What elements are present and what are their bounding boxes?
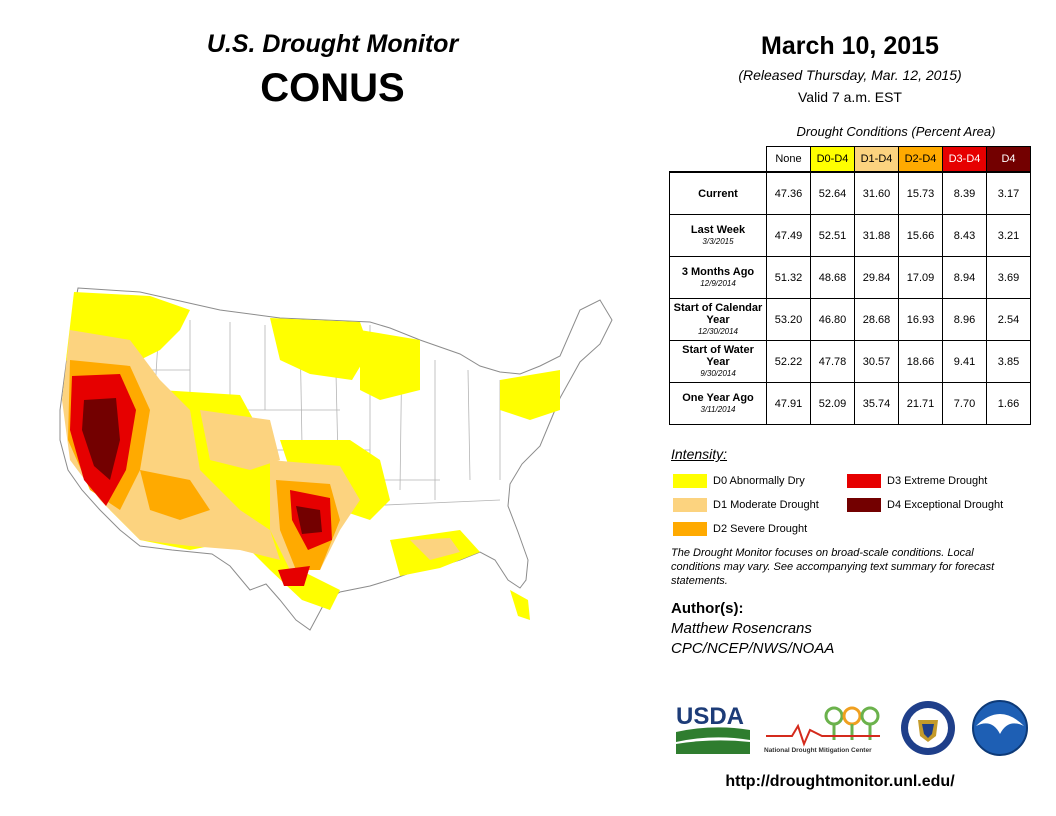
table-cell: 8.96 bbox=[942, 298, 987, 341]
product-title: U.S. Drought Monitor bbox=[206, 30, 459, 58]
table-cell: 48.68 bbox=[810, 256, 855, 299]
commerce-seal-icon bbox=[901, 701, 955, 755]
table-cell: 28.68 bbox=[854, 298, 899, 341]
row-label-text: Start of Water Year bbox=[682, 343, 754, 368]
col-header-d3-d4: D3-D4 bbox=[942, 146, 987, 173]
legend-label-d2: D2 Severe Drought bbox=[713, 523, 808, 535]
disclaimer-note: The Drought Monitor focuses on broad-sca… bbox=[671, 547, 995, 587]
table-cell: 47.49 bbox=[766, 214, 811, 257]
legend-label-d4: D4 Exceptional Drought bbox=[887, 499, 1004, 511]
table-row: Start of Calendar Year 12/30/2014 53.20 46.… bbox=[669, 298, 1031, 341]
row-label: 3 Months Ago 12/9/2014 bbox=[669, 256, 767, 299]
table-cell: 21.71 bbox=[898, 382, 943, 425]
table-cell: 52.64 bbox=[810, 171, 855, 215]
table-cell: 47.78 bbox=[810, 340, 855, 383]
legend-swatch-d4 bbox=[847, 498, 881, 512]
table-corner bbox=[670, 147, 767, 173]
row-label: Start of Calendar Year 12/30/2014 bbox=[669, 298, 767, 341]
table-cell: 29.84 bbox=[854, 256, 899, 299]
row-label-text: Start of Calendar Year bbox=[673, 301, 763, 326]
row-label: One Year Ago 3/11/2014 bbox=[669, 382, 767, 425]
table-cell: 30.57 bbox=[854, 340, 899, 383]
legend-swatch-d2 bbox=[673, 522, 707, 536]
table-cell: 3.21 bbox=[986, 214, 1031, 257]
table-cell: 16.93 bbox=[898, 298, 943, 341]
row-label-text: 3 Months Ago bbox=[681, 265, 755, 278]
usda-logo: USDA bbox=[676, 703, 750, 754]
table-cell: 1.66 bbox=[986, 382, 1031, 425]
region-title: CONUS bbox=[260, 66, 405, 110]
legend-swatch-d3 bbox=[847, 474, 881, 488]
table-cell: 46.80 bbox=[810, 298, 855, 341]
table-row: Last Week 3/3/2015 47.49 52.51 31.88 15.66 8.4… bbox=[669, 214, 1031, 257]
col-header-d1-d4: D1-D4 bbox=[854, 146, 899, 173]
usda-logo-text: USDA bbox=[676, 703, 744, 730]
conus-drought-map bbox=[59, 287, 613, 631]
table-header-row: None D0-D4 D1-D4 D2-D4 D3-D4 D4 bbox=[670, 146, 1031, 173]
table-cell: 47.91 bbox=[766, 382, 811, 425]
table-cell: 8.94 bbox=[942, 256, 987, 299]
row-label-date: 3/11/2014 bbox=[700, 404, 736, 414]
row-label-text: One Year Ago bbox=[682, 391, 754, 404]
table-cell: 53.20 bbox=[766, 298, 811, 341]
row-label-date: 12/9/2014 bbox=[700, 278, 736, 288]
table-cell: 15.66 bbox=[898, 214, 943, 257]
row-label: Current bbox=[669, 171, 767, 215]
table-cell: 17.09 bbox=[898, 256, 943, 299]
legend-label-d1: D1 Moderate Drought bbox=[713, 499, 819, 511]
table-cell: 31.60 bbox=[854, 171, 899, 215]
legend-title: Intensity: bbox=[671, 446, 728, 462]
release-date: (Released Thursday, Mar. 12, 2015) bbox=[738, 67, 962, 83]
table-cell: 7.70 bbox=[942, 382, 987, 425]
table-caption: Drought Conditions (Percent Area) bbox=[796, 124, 996, 139]
table-cell: 3.69 bbox=[986, 256, 1031, 299]
table-cell: 3.85 bbox=[986, 340, 1031, 383]
author-heading: Author(s): bbox=[671, 600, 744, 617]
row-label-text: Current bbox=[698, 187, 738, 200]
table-cell: 2.54 bbox=[986, 298, 1031, 341]
website-url[interactable]: http://droughtmonitor.unl.edu/ bbox=[725, 773, 955, 790]
ndmc-logo-text: National Drought Mitigation Center bbox=[764, 747, 872, 754]
legend-label-d3: D3 Extreme Drought bbox=[887, 475, 988, 487]
author-name: Matthew Rosencrans bbox=[671, 620, 812, 637]
table-cell: 9.41 bbox=[942, 340, 987, 383]
drought-stats-table: None D0-D4 D1-D4 D2-D4 D3-D4 D4 Current 4… bbox=[669, 146, 1031, 425]
table-cell: 18.66 bbox=[898, 340, 943, 383]
table-cell: 52.09 bbox=[810, 382, 855, 425]
row-label: Start of Water Year 9/30/2014 bbox=[669, 340, 767, 383]
table-cell: 8.39 bbox=[942, 171, 987, 215]
col-header-none: None bbox=[766, 146, 811, 173]
table-cell: 52.51 bbox=[810, 214, 855, 257]
ndmc-logo: National Drought Mitigation Center bbox=[764, 706, 880, 754]
table-cell: 15.73 bbox=[898, 171, 943, 215]
table-cell: 51.32 bbox=[766, 256, 811, 299]
legend-swatch-d0 bbox=[673, 474, 707, 488]
table-cell: 31.88 bbox=[854, 214, 899, 257]
col-header-d2-d4: D2-D4 bbox=[898, 146, 943, 173]
table-cell: 35.74 bbox=[854, 382, 899, 425]
d4-regions bbox=[82, 398, 322, 534]
col-header-d4: D4 bbox=[986, 146, 1031, 173]
row-label-date: 3/3/2015 bbox=[702, 236, 734, 246]
map-date: March 10, 2015 bbox=[761, 32, 939, 60]
row-label: Last Week 3/3/2015 bbox=[669, 214, 767, 257]
col-header-d0-d4: D0-D4 bbox=[810, 146, 855, 173]
table-row: Start of Water Year 9/30/2014 52.22 47.78 30… bbox=[669, 340, 1031, 383]
table-cell: 8.43 bbox=[942, 214, 987, 257]
table-cell: 52.22 bbox=[766, 340, 811, 383]
row-label-text: Last Week bbox=[690, 223, 746, 236]
row-label-date: 9/30/2014 bbox=[700, 368, 736, 378]
table-row: Current 47.36 52.64 31.60 15.73 8.39 3.17 bbox=[669, 171, 1031, 215]
author-organization: CPC/NCEP/NWS/NOAA bbox=[671, 640, 835, 657]
noaa-logo-icon bbox=[972, 700, 1028, 756]
legend-label-d0: D0 Abnormally Dry bbox=[713, 475, 805, 487]
table-cell: 47.36 bbox=[766, 171, 811, 215]
table-cell: 3.17 bbox=[986, 171, 1031, 215]
table-row: One Year Ago 3/11/2014 47.91 52.09 35.74 21.7… bbox=[669, 382, 1031, 425]
table-row: 3 Months Ago 12/9/2014 51.32 48.68 29.84 17.0… bbox=[669, 256, 1031, 299]
valid-time: Valid 7 a.m. EST bbox=[797, 89, 902, 105]
row-label-date: 12/30/2014 bbox=[697, 326, 739, 336]
legend-swatch-d1 bbox=[673, 498, 707, 512]
